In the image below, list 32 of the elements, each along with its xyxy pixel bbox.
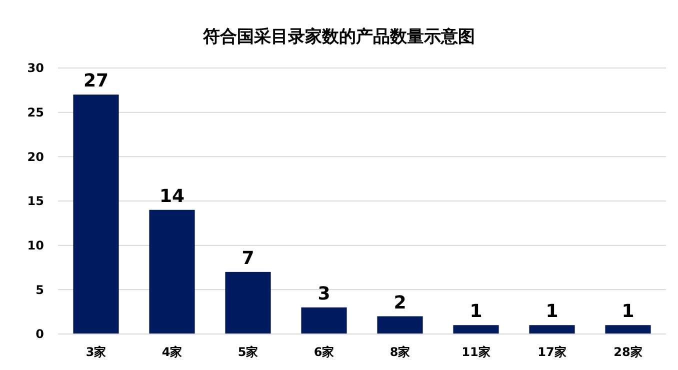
y-tick-label: 5: [36, 282, 44, 297]
x-tick-label: 11家: [462, 345, 490, 359]
data-label: 14: [159, 186, 185, 207]
y-tick-label: 25: [27, 106, 44, 120]
bar: [73, 94, 119, 334]
bar: [605, 325, 651, 334]
data-label: 7: [242, 248, 254, 269]
bar: [225, 272, 271, 334]
bar: [301, 307, 347, 334]
y-tick-label: 15: [27, 194, 44, 208]
data-label: 1: [622, 301, 634, 322]
bar: [529, 325, 575, 334]
bar: [453, 325, 499, 334]
x-tick-label: 5家: [238, 345, 258, 359]
y-tick-label: 20: [27, 150, 44, 164]
bar: [149, 210, 195, 334]
x-tick-label: 4家: [162, 345, 182, 359]
x-tick-label: 28家: [614, 345, 642, 359]
x-tick-label: 3家: [86, 345, 106, 359]
y-tick-label: 0: [36, 327, 44, 342]
data-label: 27: [83, 70, 109, 92]
data-label: 3: [318, 283, 330, 304]
x-tick-label: 8家: [390, 345, 410, 359]
data-label: 2: [394, 292, 406, 314]
y-tick-label: 10: [27, 238, 44, 253]
data-label: 1: [470, 301, 482, 322]
x-tick-label: 6家: [314, 345, 334, 359]
x-tick-label: 17家: [538, 345, 566, 359]
bar: [377, 316, 423, 334]
y-tick-label: 30: [27, 61, 44, 76]
data-label: 1: [546, 301, 558, 322]
chart-title: 符合国采目录家数的产品数量示意图: [202, 27, 475, 47]
